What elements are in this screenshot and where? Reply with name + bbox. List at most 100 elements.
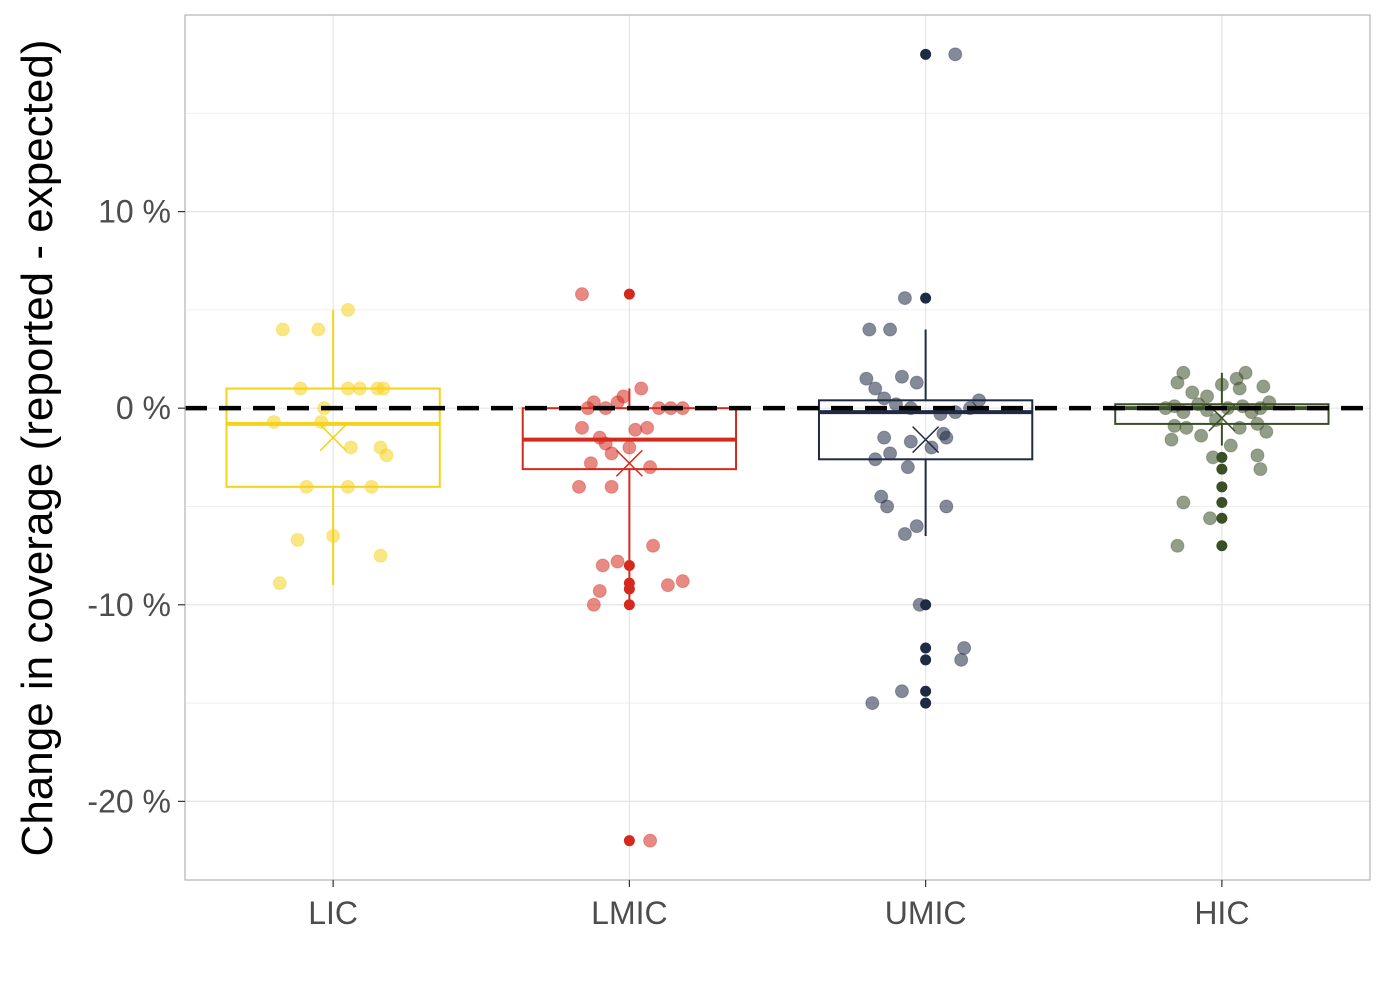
outlier-point bbox=[920, 697, 932, 709]
y-tick-label: -10 % bbox=[87, 587, 171, 623]
outlier-point bbox=[1216, 481, 1228, 493]
jitter-point bbox=[894, 369, 909, 384]
jitter-point bbox=[1170, 375, 1185, 390]
jitter-point bbox=[675, 574, 690, 589]
jitter-point bbox=[595, 558, 610, 573]
x-tick-label: HIC bbox=[1194, 895, 1249, 931]
jitter-point bbox=[1259, 424, 1274, 439]
box-group-lmic bbox=[521, 287, 738, 848]
box-group-umic bbox=[817, 47, 1034, 711]
jitter-point bbox=[903, 434, 918, 449]
jitter-point bbox=[865, 696, 880, 711]
x-tick-label: LMIC bbox=[591, 895, 667, 931]
jitter-point bbox=[1200, 389, 1215, 404]
jitter-point bbox=[340, 302, 355, 317]
jitter-point bbox=[1203, 511, 1218, 526]
mean-marker bbox=[615, 449, 643, 477]
outlier-point bbox=[920, 599, 932, 611]
jitter-point bbox=[272, 576, 287, 591]
gridlines bbox=[185, 15, 1370, 880]
jitter-point bbox=[894, 684, 909, 699]
jitter-point bbox=[924, 440, 939, 455]
jitter-point bbox=[628, 422, 643, 437]
jitter-point bbox=[1164, 432, 1179, 447]
jitter-point bbox=[877, 391, 892, 406]
jitter-point bbox=[948, 47, 963, 62]
x-tick-label: UMIC bbox=[885, 895, 967, 931]
box bbox=[1114, 403, 1330, 425]
jitter-point bbox=[1176, 495, 1191, 510]
y-tick-label: 0 % bbox=[116, 390, 171, 426]
jitter-point bbox=[343, 440, 358, 455]
x-tick-label: LIC bbox=[308, 895, 358, 931]
jitter-point bbox=[622, 440, 637, 455]
mean-marker bbox=[319, 424, 347, 452]
outlier-point bbox=[920, 292, 932, 304]
jitter-point bbox=[900, 460, 915, 475]
jitter-point bbox=[592, 584, 607, 599]
jitter-point bbox=[954, 652, 969, 667]
jitter-point bbox=[604, 446, 619, 461]
jitter-point bbox=[859, 371, 874, 386]
jitter-point bbox=[874, 489, 889, 504]
jitter-point bbox=[939, 430, 954, 445]
jitter-point bbox=[897, 527, 912, 541]
box-groups bbox=[225, 47, 1330, 848]
box bbox=[817, 399, 1034, 461]
outlier-point bbox=[1216, 497, 1228, 509]
jitter-point bbox=[379, 448, 394, 463]
jitter-point bbox=[643, 460, 658, 475]
outlier-point bbox=[920, 48, 932, 60]
jitter-point bbox=[909, 519, 924, 534]
box-group-lic bbox=[225, 302, 441, 591]
outlier-point bbox=[623, 835, 635, 847]
jitter-point bbox=[1238, 365, 1253, 380]
jitter-point bbox=[1194, 428, 1209, 443]
jitter-point bbox=[574, 420, 589, 435]
outlier-point bbox=[1216, 463, 1228, 475]
outlier-point bbox=[1216, 540, 1228, 552]
y-axis-title: Change in coverage (reported - expected) bbox=[13, 40, 62, 857]
jitter-point bbox=[646, 538, 661, 553]
jitter-point bbox=[883, 322, 898, 337]
jitter-point bbox=[290, 532, 305, 547]
jitter-point bbox=[880, 499, 895, 514]
jitter-point bbox=[862, 322, 877, 337]
jitter-point bbox=[1167, 418, 1182, 433]
jitter-point bbox=[586, 597, 601, 612]
jitter-point bbox=[640, 420, 655, 435]
jitter-point bbox=[604, 479, 619, 494]
outlier-point bbox=[623, 583, 635, 595]
jitter-point bbox=[868, 381, 883, 396]
x-axis-ticks: LIC LMIC UMIC HIC bbox=[308, 880, 1249, 931]
jitter-point bbox=[897, 291, 912, 306]
jitter-point bbox=[634, 381, 649, 396]
y-tick-label: 10 % bbox=[98, 194, 171, 230]
jitter-point bbox=[610, 554, 625, 569]
jitter-point bbox=[574, 287, 589, 302]
outlier-point bbox=[920, 654, 932, 666]
jitter-point bbox=[373, 548, 388, 563]
plot-panel bbox=[185, 15, 1370, 880]
jitter-point bbox=[275, 322, 290, 337]
jitter-point bbox=[1185, 385, 1200, 400]
outlier-point bbox=[1216, 451, 1228, 463]
jitter-point bbox=[877, 430, 892, 445]
jitter-point bbox=[616, 389, 631, 404]
jitter-point bbox=[660, 578, 675, 593]
jitter-point bbox=[939, 499, 954, 514]
plot-border bbox=[184, 14, 1371, 881]
jitter-point bbox=[1223, 438, 1238, 453]
box bbox=[225, 387, 441, 488]
jitter-point bbox=[909, 375, 924, 390]
jitter-point bbox=[643, 833, 658, 848]
outlier-point bbox=[623, 559, 635, 571]
mean-marker bbox=[912, 426, 940, 454]
jitter-point bbox=[1176, 365, 1191, 380]
outlier-point bbox=[920, 642, 932, 654]
jitter-point bbox=[1253, 462, 1268, 477]
outlier-point bbox=[920, 685, 932, 697]
outlier-point bbox=[623, 599, 635, 611]
jitter-point bbox=[583, 456, 598, 471]
